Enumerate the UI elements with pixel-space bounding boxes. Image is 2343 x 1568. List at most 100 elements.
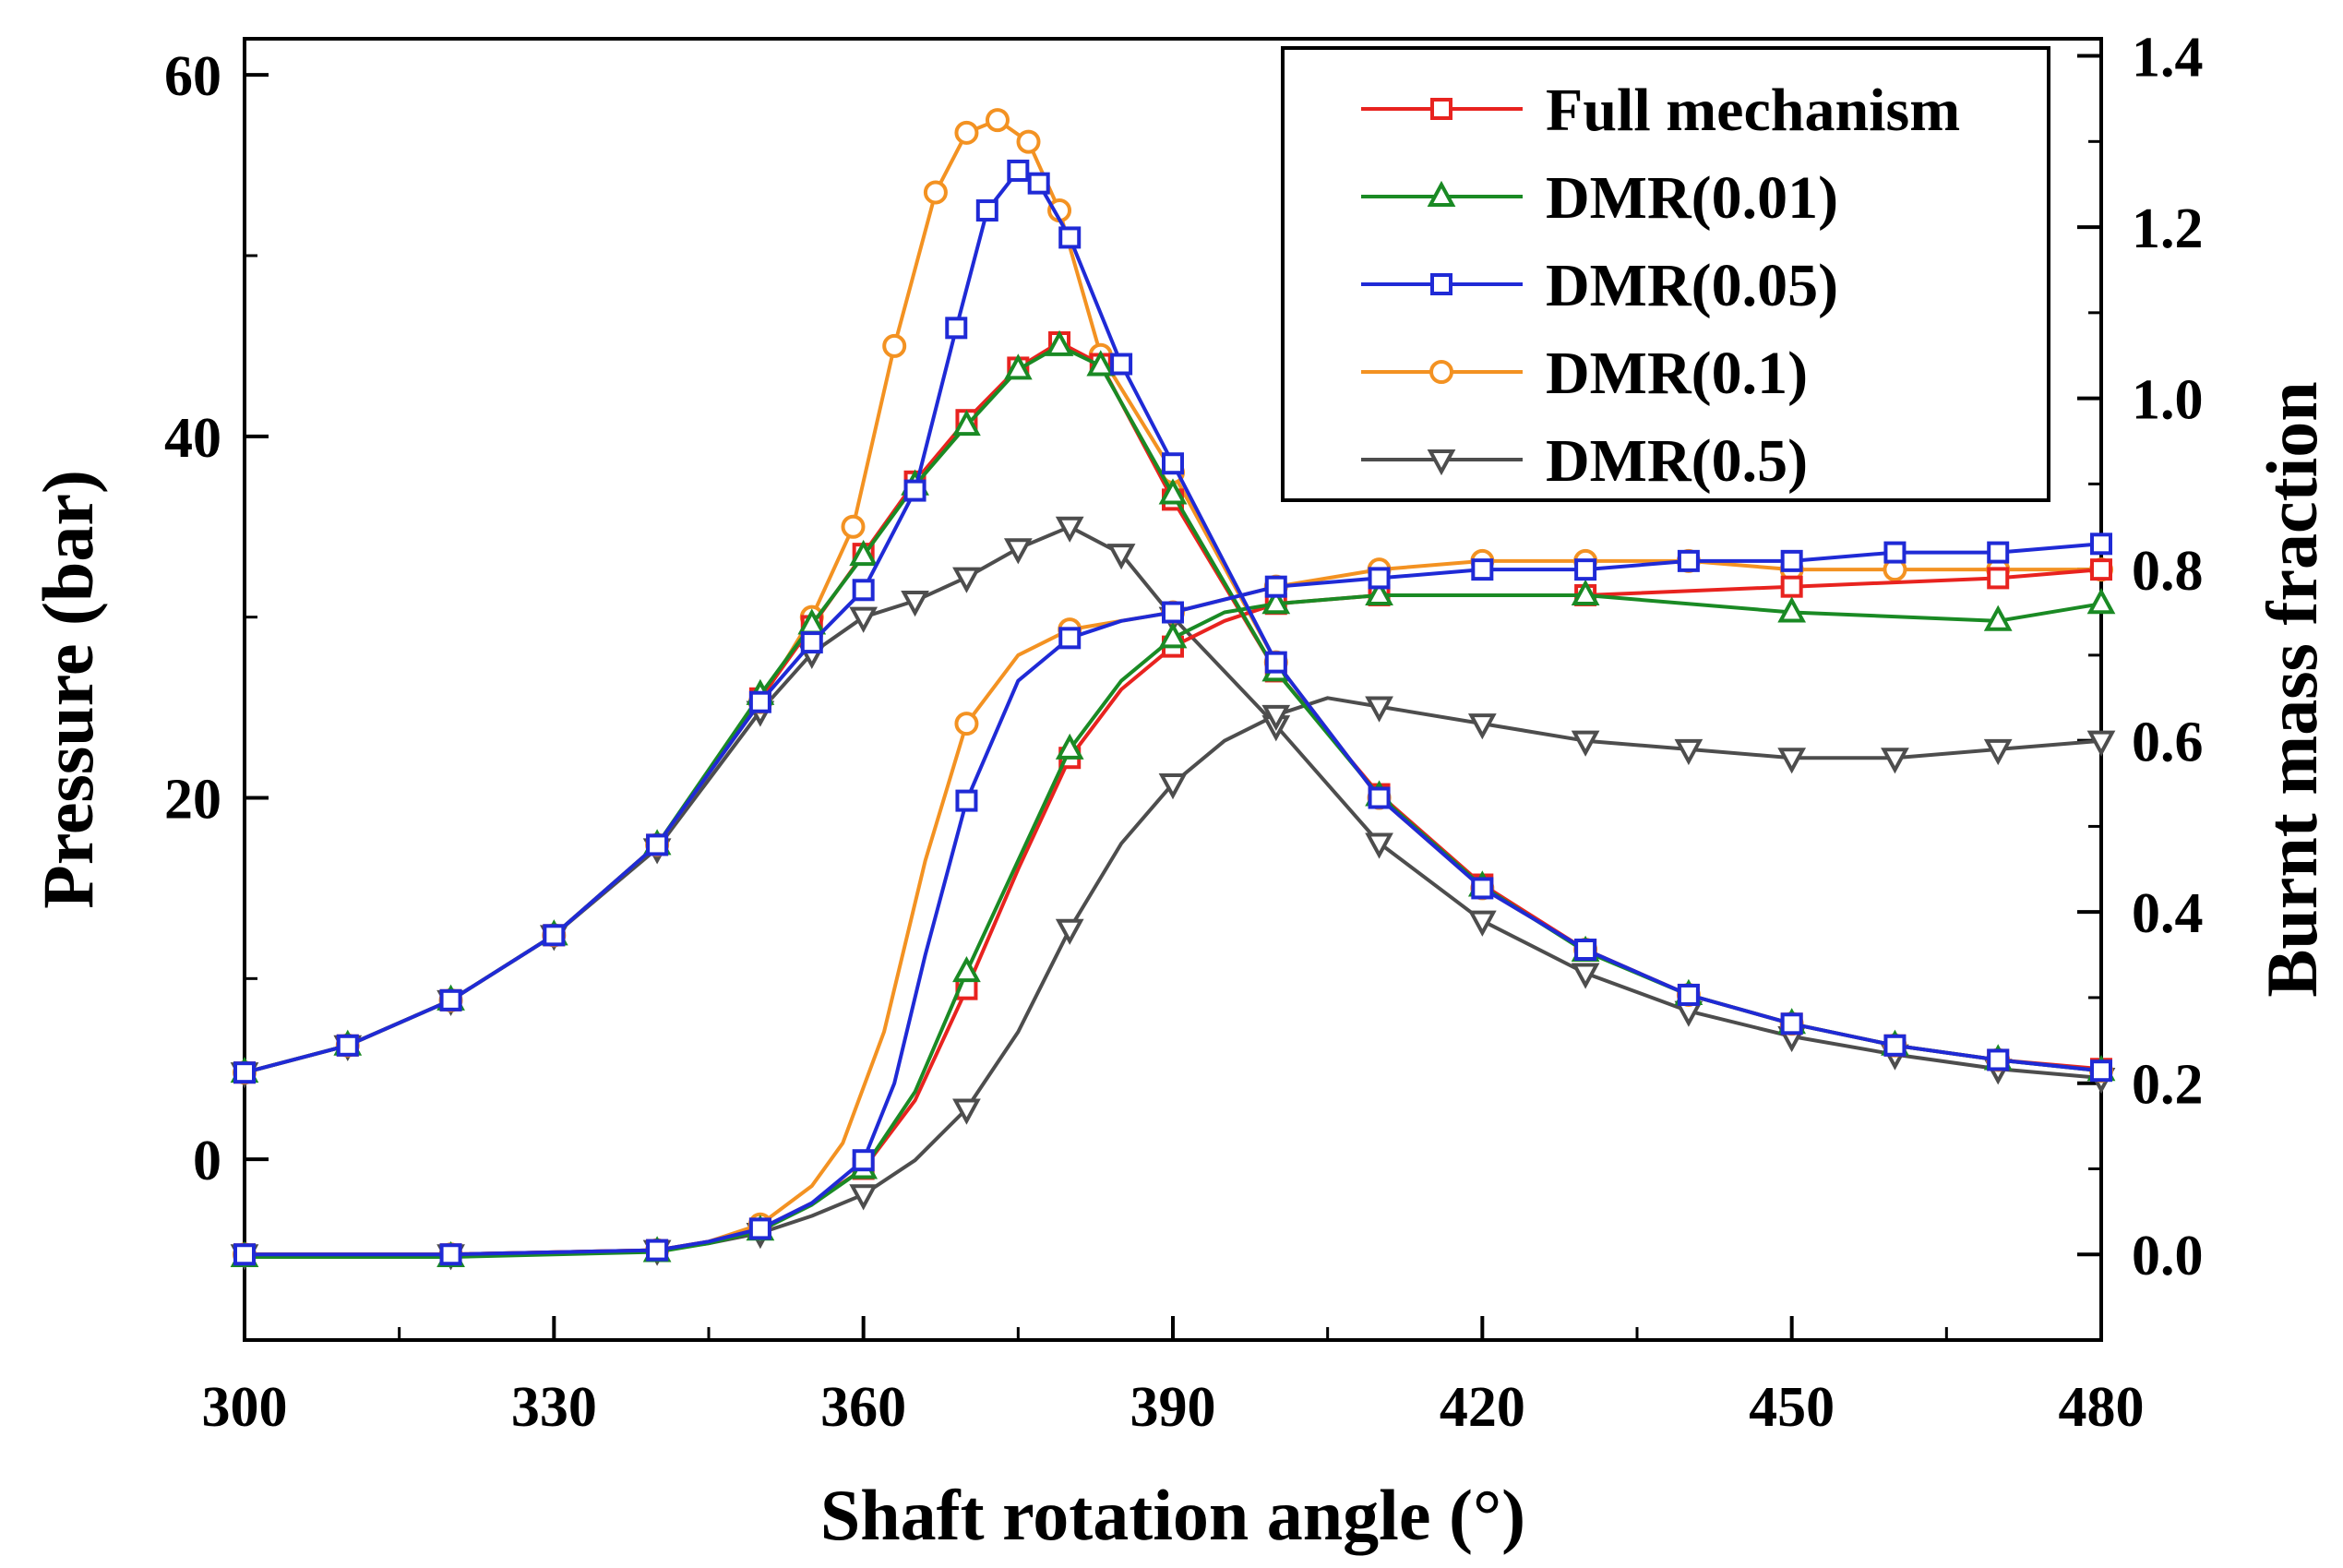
dmr-0-5-pressure-point [952,567,981,593]
dmr-0-05-pressure-point [1162,452,1184,475]
dmr-0-01-mass-fraction-point [1055,733,1084,760]
dmr-0-05-pressure-point [1027,172,1050,195]
legend-label: DMR(0.05) [1546,252,1838,319]
dmr-0-01-mass-fraction-point [1365,579,1393,605]
x-tick-label: 420 [1440,1376,1525,1439]
y-left-tick-label: 60 [164,45,221,108]
dmr-0-01-mass-fraction-line [245,593,2102,1259]
y-right-tick-label: 1.0 [2132,369,2204,432]
dmr-0-5-mass-fraction-point [2086,730,2116,757]
dmr-0-05-pressure-point [1677,983,1700,1006]
legend-swatch-marker [1427,180,1456,207]
dmr-0-1-pressure-point [954,120,979,145]
tick-labels: 300 330 360 390 420 450 480 0 20 40 60 0.0 0.2 0.4 0.6… [164,27,2204,1439]
dmr-0-05-pressure-point [852,579,875,602]
dmr-0-01-mass-fraction-point [1777,596,1807,623]
x-tick-label: 450 [1749,1376,1835,1439]
legend-swatch-marker [1429,360,1453,384]
dmr-0-5-mass-fraction-point [1365,696,1393,723]
x-tick-label: 390 [1130,1376,1216,1439]
dmr-0-05-mass-fraction-point [1471,558,1494,581]
legend-entry: DMR(0.1) [1361,340,1808,407]
y-left-tick-label: 20 [164,769,221,832]
dmr-0-05-pressure-point [1987,1048,2010,1071]
dmr-0-05-mass-fraction-point [1264,575,1287,598]
dmr-0-5-pressure-point [1106,544,1136,570]
dmr-0-05-pressure-point [543,924,566,947]
x-axis-title: Shaft rotation angle (°) [820,1475,1525,1555]
dmr-0-5-pressure-point [1055,516,1084,543]
dmr-0-5-mass-fraction-point [1983,738,2013,766]
dmr-0-05-pressure-point [1574,939,1597,961]
legend-label: DMR(0.01) [1546,164,1838,232]
legend-swatch-marker [1427,449,1456,476]
dmr-0-05-mass-fraction-point [2090,533,2112,556]
dmr-0-05-mass-fraction-point [1883,541,1907,564]
legend-swatch-marker [1430,98,1452,120]
y-axis-right-title: Burnt mass fraction [2252,381,2332,997]
dmr-0-01-mass-fraction-point [2086,588,2116,615]
dmr-0-05-mass-fraction-point [1058,627,1082,650]
dmr-0-05-pressure-point [1471,877,1494,900]
full-mechanism-mass-fraction-point [1987,567,2010,590]
dmr-0-01-mass-fraction-point [1983,604,2013,631]
dmr-0-5-mass-fraction-point [1571,730,1600,757]
dmr-0-05-mass-fraction-point [955,789,978,812]
legend: Full mechanism DMR(0.01) DMR(0.05) DMR(0.1)… [1281,46,2050,502]
dmr-0-05-pressure-point [1110,353,1133,376]
dmr-0-01-pressure-point [1045,329,1074,356]
full-mechanism-mass-fraction-point [1780,575,1803,598]
dmr-0-01-pressure-point [849,539,879,567]
dmr-0-01-pressure-point [952,409,981,437]
x-tick-label: 480 [2059,1376,2145,1439]
dmr-0-05-mass-fraction-point [1987,541,2010,564]
dmr-0-1-pressure-point [882,333,907,358]
dmr-0-1-mass-fraction-point [954,712,979,736]
y-right-tick-label: 0.2 [2132,1054,2204,1117]
dmr-0-05-mass-fraction-point [439,1243,462,1266]
dmr-0-5-mass-fraction-point [1467,713,1497,740]
dmr-0-5-pressure-point [1467,910,1497,937]
dmr-0-1-pressure-point [1016,129,1041,154]
dmr-0-05-pressure-point [1264,651,1287,674]
dmr-0-05-pressure-point [1007,159,1030,182]
dmr-0-05-mass-fraction-point [852,1149,875,1172]
legend-label: Full mechanism [1546,77,1960,144]
dmr-0-5-mass-fraction-point [1881,748,1909,774]
y-right-tick-label: 1.2 [2132,197,2204,260]
dmr-0-5-mass-fraction-point [1261,704,1291,732]
x-tick-label: 330 [511,1376,597,1439]
y-left-tick-label: 0 [193,1130,221,1192]
series-2 [233,159,2112,1266]
dmr-0-5-mass-fraction-point [1158,773,1188,800]
dmr-0-5-pressure-point [849,606,879,633]
x-tick-label: 360 [820,1376,906,1439]
dmr-0-05-mass-fraction-point [748,1217,771,1240]
dmr-0-5-mass-fraction-point [849,1184,879,1211]
dmr-0-05-pressure-point [748,690,771,713]
dmr-0-5-mass-fraction-point [1674,738,1703,766]
dmr-0-05-mass-fraction-point [233,1243,256,1266]
dmr-0-05-pressure-point [1780,1012,1803,1035]
dmr-0-5-pressure-point [1003,538,1033,565]
dmr-0-05-pressure-point [1883,1034,1907,1057]
dmr-0-05-pressure-point [945,317,968,340]
legend-swatch-marker [1430,273,1452,295]
dmr-0-01-mass-fraction-point [1158,622,1188,649]
dmr-0-01-mass-fraction-point [952,955,981,983]
dmr-0-01-mass-fraction-point [1571,579,1600,605]
dmr-0-05-mass-fraction-point [1677,549,1700,572]
dmr-0-05-mass-fraction-point [1162,601,1184,624]
dmr-0-05-pressure-point [800,631,823,654]
y-right-tick-label: 0.6 [2132,712,2204,774]
dmr-0-5-mass-fraction-point [952,1098,981,1125]
series-layer [230,108,2116,1271]
dmr-0-5-mass-fraction-point [1777,748,1807,774]
dmr-0-5-pressure-point [1571,963,1600,989]
dmr-0-1-pressure-point [841,514,866,539]
full-mechanism-mass-fraction-point [2090,558,2112,581]
dmr-0-05-pressure-point [233,1061,256,1084]
dmr-0-05-pressure-point [2090,1059,2112,1083]
dmr-0-01-pressure-point [1158,478,1188,505]
